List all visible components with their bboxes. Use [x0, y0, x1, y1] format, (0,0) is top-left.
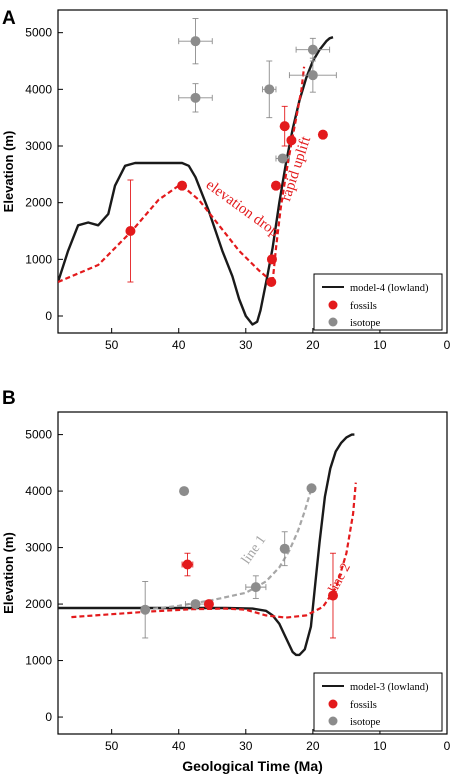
legend-swatch-fossils	[328, 300, 338, 310]
y-tick-label: 5000	[25, 428, 52, 442]
y-tick-label: 1000	[25, 252, 52, 266]
y-tick-label: 4000	[25, 82, 52, 96]
isotope-point	[264, 84, 275, 95]
y-tick-label: 5000	[25, 26, 52, 40]
trend-line-label: line 2	[326, 561, 354, 596]
y-tick-label: 1000	[25, 654, 52, 668]
isotope-point	[190, 599, 201, 610]
chart-panel-b: B50 40 30 20 10 0010002000300040005000Elevati…	[1, 388, 451, 774]
x-tick-label: 50	[105, 739, 119, 753]
legend-entry: isotope	[350, 717, 381, 728]
y-tick-label: 2000	[25, 597, 52, 611]
fossil-point	[266, 277, 277, 287]
x-tick-label: 30	[239, 739, 253, 753]
panel-label: B	[2, 388, 16, 409]
isotope-point	[140, 604, 151, 615]
model-line	[58, 433, 355, 657]
plot-area	[58, 18, 337, 326]
isotope-point	[190, 92, 201, 103]
x-axis-label: Geological Time (Ma)	[182, 758, 323, 774]
y-axis-label: Elevation (m)	[1, 131, 16, 213]
y-tick-label: 2000	[25, 196, 52, 210]
y-tick-label: 3000	[25, 541, 52, 555]
x-tick-label: 0	[444, 338, 451, 352]
y-tick-label: 3000	[25, 139, 52, 153]
isotope-point	[307, 44, 318, 55]
isotope-point	[279, 543, 290, 554]
y-tick-label: 4000	[25, 484, 52, 498]
fossil-point	[317, 129, 328, 140]
legend: model-4 (lowland) fossils isotope	[313, 273, 443, 331]
plot-frame	[57, 411, 448, 735]
fossil-point	[266, 254, 277, 265]
plot-area	[58, 433, 357, 657]
legend-entry: fossils	[350, 301, 377, 312]
x-tick-label: 0	[444, 739, 451, 753]
fossil-point	[125, 226, 136, 236]
legend: model-3 (lowland) fossils isotope	[313, 672, 443, 732]
isotope-point	[306, 483, 317, 494]
trend-line-label: line 1	[239, 533, 269, 567]
x-tick-label: 40	[172, 739, 186, 753]
x-tick-label: 10	[373, 338, 387, 352]
isotope-point	[277, 153, 288, 164]
legend-entry: isotope	[350, 318, 381, 329]
x-tick-label: 50	[105, 338, 119, 352]
fossil-point	[203, 599, 214, 610]
fossil-point	[279, 121, 290, 132]
fossil-point	[286, 135, 297, 146]
isotope-point	[250, 582, 261, 593]
x-tick-label: 30	[239, 338, 253, 352]
trend-line-2	[71, 482, 357, 619]
legend-swatch-fossils	[328, 699, 338, 709]
x-tick-label: 20	[306, 739, 320, 753]
isotope-point	[190, 36, 201, 47]
legend-swatch-isotope	[328, 317, 338, 327]
plot-frame	[57, 9, 448, 334]
fossil-point	[327, 590, 338, 601]
legend-entry: model-4 (lowland)	[350, 283, 429, 294]
y-axis-label: Elevation (m)	[1, 532, 16, 614]
x-tick-label: 10	[373, 739, 387, 753]
fossil-point	[177, 180, 188, 191]
y-tick-label: 0	[45, 710, 52, 724]
panel-label: A	[2, 8, 16, 29]
y-tick-label: 0	[45, 309, 52, 323]
x-tick-label: 20	[306, 338, 320, 352]
legend-swatch-isotope	[328, 716, 338, 726]
trend-line-label: rapid uplift	[278, 134, 314, 204]
isotope-point	[307, 70, 318, 81]
legend-entry: fossils	[350, 700, 377, 711]
x-tick-label: 40	[172, 338, 186, 352]
fossil-point	[270, 180, 281, 191]
fossil-point	[182, 559, 193, 570]
legend-entry: model-3 (lowland)	[350, 682, 429, 693]
isotope-point	[179, 486, 190, 497]
chart-panel-a: A50 40 30 20 10 0010002000300040005000Elevati…	[1, 8, 451, 352]
